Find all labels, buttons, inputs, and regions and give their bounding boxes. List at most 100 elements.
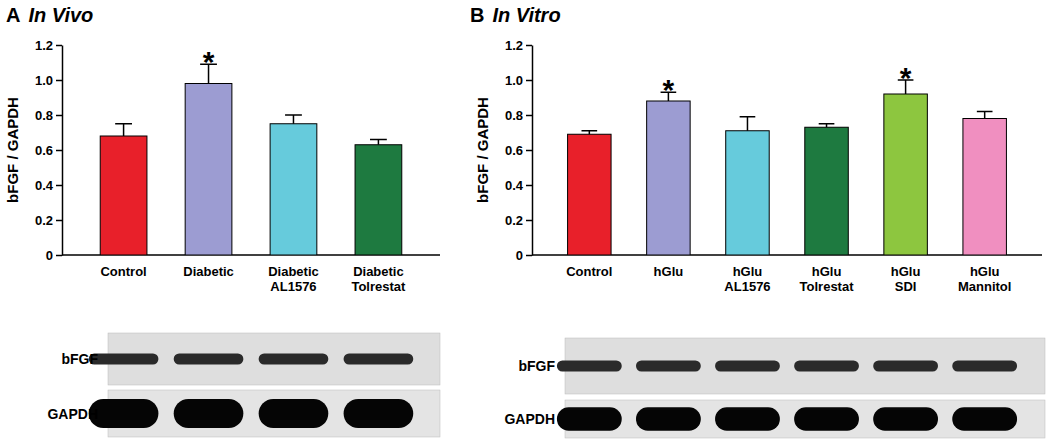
y-tick-mark (56, 150, 62, 152)
y-tick-label: 1.2 (505, 38, 523, 53)
bar (270, 124, 317, 255)
error-bar (977, 112, 993, 119)
x-tick-label: hGlu (654, 264, 684, 279)
x-tick-label-line: hGlu (891, 264, 921, 279)
y-tick-mark (526, 45, 532, 47)
blot-band (873, 361, 938, 372)
y-tick-mark (526, 255, 532, 257)
blot-band (636, 407, 701, 431)
y-axis-title: bFGF / GAPDH (474, 97, 491, 203)
plot-marks (100, 64, 402, 255)
x-tick-label-line: hGlu (970, 264, 1000, 279)
bar (726, 131, 769, 255)
y-tick-mark (56, 45, 62, 47)
y-tick-label: 0 (46, 248, 53, 263)
bar (805, 127, 848, 255)
y-tick-mark (56, 255, 62, 257)
blot-label: GAPDH (47, 406, 98, 422)
y-axis: 00.20.40.60.81.01.2 (35, 38, 63, 263)
blot-label: GAPDH (504, 411, 555, 427)
error-bar (285, 115, 302, 124)
y-tick-label: 0.2 (505, 213, 523, 228)
y-tick-label: 0.6 (505, 143, 523, 158)
title: B In Vitro (470, 4, 561, 26)
x-tick: hGluMannitol (958, 264, 1011, 294)
x-tick-label-line: hGlu (812, 264, 842, 279)
x-tick-label: Control (100, 264, 146, 279)
blot (89, 333, 440, 437)
y-tick-mark (56, 80, 62, 82)
x-tick-label: DiabeticTolrestat (351, 264, 406, 294)
blot-band (259, 354, 329, 365)
panel-label: B (470, 4, 484, 26)
bar (185, 84, 232, 256)
y-tick-label: 1.0 (505, 73, 523, 88)
y-tick-label: 0.8 (505, 108, 523, 123)
x-tick-label-line: SDI (895, 279, 917, 294)
bar (568, 134, 611, 255)
chart-panel: B In Vitro 0 0.2 0.4 0.6 0.8 1.0 1.2 bFGF / GAPDH… (470, 4, 1045, 438)
y-tick-mark (56, 220, 62, 222)
x-tick-label-line: AL1576 (724, 279, 770, 294)
blot-band (952, 407, 1017, 431)
x-tick-label-line: hGlu (654, 264, 684, 279)
y-tick-mark (526, 150, 532, 152)
y-tick-label: 0 (516, 248, 523, 263)
x-tick: Diabetic (183, 264, 234, 279)
bar (963, 119, 1006, 256)
y-tick: 0.8 (505, 108, 532, 123)
x-tick-label: hGluMannitol (958, 264, 1011, 294)
x-tick-label-line: Tolrestat (351, 279, 406, 294)
y-tick: 0 (516, 248, 532, 263)
y-tick-label: 0.4 (505, 178, 524, 193)
blot-band (636, 361, 701, 372)
blot-band (952, 361, 1017, 372)
x-tick: hGlu (654, 264, 684, 279)
plot-marks (568, 80, 1007, 255)
y-tick-label: 0.2 (35, 213, 53, 228)
error-bar (740, 117, 756, 131)
x-tick: hGluSDI (891, 264, 921, 294)
panel-label: A (6, 4, 20, 26)
x-tick-label-line: hGlu (733, 264, 763, 279)
x-tick: hGluTolrestat (800, 264, 855, 294)
y-tick: 0.2 (35, 213, 62, 228)
annotation: * (663, 73, 675, 106)
x-tick: DiabeticAL1576 (268, 264, 319, 294)
y-tick-mark (526, 80, 532, 82)
x-tick-label-line: Mannitol (958, 279, 1011, 294)
figure: A In Vivo 0 0.2 0.4 0.6 0.8 1.0 1.2 bFGF / GAPDH C… (0, 0, 1050, 439)
y-axis-title: bFGF / GAPDH (4, 97, 21, 203)
y-axis: 0 0.2 0.4 0.6 0.8 1.0 1.2 (505, 38, 533, 263)
x-tick-label-line: Diabetic (268, 264, 319, 279)
y-tick-label: 1.2 (35, 38, 53, 53)
blot-band (174, 399, 244, 428)
x-tick-label-line: AL1576 (270, 279, 316, 294)
x-tick: DiabeticTolrestat (351, 264, 406, 294)
blot-label: bFGF (61, 351, 98, 367)
bar (647, 101, 690, 255)
annotation: * (900, 61, 912, 94)
y-tick: 1.0 (505, 73, 532, 88)
y-tick: 1.2 (35, 38, 62, 53)
y-tick: 0.8 (35, 108, 62, 123)
y-tick: 0.4 (505, 178, 532, 193)
x-tick: Control (100, 264, 146, 279)
x-tick-label: DiabeticAL1576 (268, 264, 319, 294)
y-tick: 1.2 (505, 38, 532, 53)
blot-band (557, 407, 622, 431)
x-tick-label-line: Tolrestat (800, 279, 855, 294)
error-bar (581, 131, 597, 135)
title: A In Vivo (6, 4, 93, 26)
blot-band (89, 354, 159, 365)
title-text: In Vivo (28, 4, 93, 26)
y-tick-label: 0.4 (35, 178, 54, 193)
title-text: In Vitro (492, 4, 560, 26)
y-tick: 0.6 (35, 143, 62, 158)
blot-band (715, 361, 780, 372)
x-tick-label: Control (566, 264, 612, 279)
x-tick-label: hGluSDI (891, 264, 921, 294)
error-bar (819, 124, 835, 128)
y-tick-mark (526, 115, 532, 117)
annotation: * (203, 45, 215, 78)
